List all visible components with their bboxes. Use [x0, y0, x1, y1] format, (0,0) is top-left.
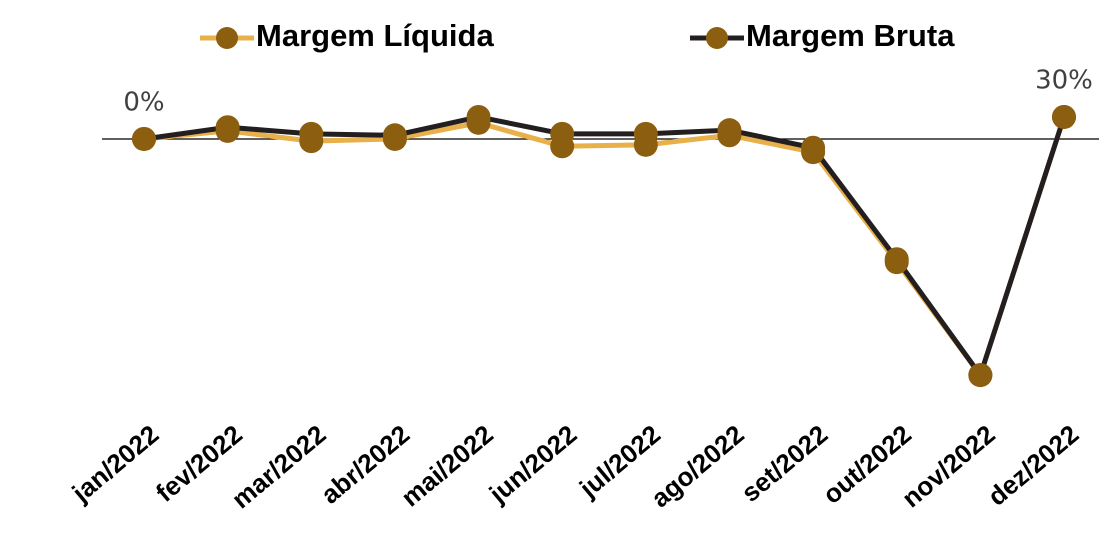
value-label: 30%: [1035, 65, 1093, 95]
point: [132, 126, 156, 151]
point: [801, 135, 826, 160]
point: [884, 247, 909, 272]
legend-marker: [706, 27, 728, 49]
point: [968, 363, 993, 388]
value-label: 0%: [123, 87, 164, 117]
point: [717, 118, 742, 143]
legend-label: Margem Bruta: [746, 18, 955, 53]
x-tick-label: mai/2022: [395, 419, 498, 513]
point: [466, 104, 491, 129]
series-line: [143, 114, 1067, 378]
x-tick-label: set/2022: [735, 419, 833, 508]
point: [215, 115, 240, 140]
x-tick-label: mar/2022: [226, 419, 332, 514]
x-tick-label: nov/2022: [896, 419, 1001, 514]
legend-marker: [216, 27, 238, 49]
point: [633, 121, 658, 146]
x-tick-label: dez/2022: [982, 419, 1084, 512]
x-tick-label: jan/2022: [66, 419, 165, 509]
point: [550, 121, 575, 146]
legend-label: Margem Líquida: [256, 18, 494, 53]
series-line: [143, 116, 1067, 378]
x-tick-label: jun/2022: [483, 419, 583, 510]
point: [1052, 104, 1076, 129]
point: [299, 121, 324, 146]
x-tick-label: ago/2022: [645, 419, 750, 514]
point: [382, 123, 407, 148]
